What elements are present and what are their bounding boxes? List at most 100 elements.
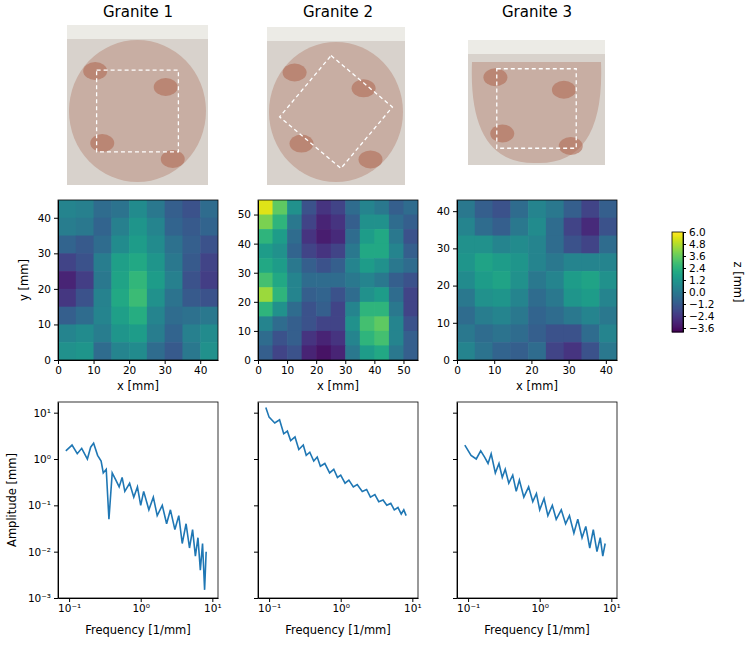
colorbar-swatch bbox=[672, 309, 683, 311]
heatmap-cell bbox=[528, 342, 546, 360]
heatmap-cell bbox=[510, 289, 528, 307]
heatmap-cell bbox=[111, 324, 129, 342]
heatmap-cell bbox=[403, 302, 418, 317]
heatmap-cell bbox=[510, 307, 528, 325]
colorbar-swatch bbox=[672, 262, 683, 264]
x-axis: 10⁻¹10⁰10¹ bbox=[58, 598, 222, 614]
heatmap-cell bbox=[345, 345, 360, 360]
ruler bbox=[267, 27, 405, 41]
heatmap-cell bbox=[302, 302, 317, 317]
heatmap-cell bbox=[345, 331, 360, 346]
photo-background bbox=[267, 27, 405, 185]
tick-mark bbox=[683, 268, 686, 269]
tick: 10 bbox=[238, 325, 258, 337]
x-axis: 10⁻¹10⁰10¹ bbox=[258, 598, 422, 614]
heatmap-cell bbox=[273, 316, 288, 331]
heatmap-cell bbox=[457, 200, 475, 218]
tick: 10⁻³ bbox=[28, 592, 58, 604]
tick-label: 40 bbox=[600, 364, 613, 376]
heatmap-cell bbox=[111, 253, 129, 271]
y-axis bbox=[453, 403, 458, 599]
colorbar-swatch bbox=[672, 261, 683, 263]
rock-grain bbox=[359, 150, 383, 168]
heatmap-cell bbox=[76, 324, 94, 342]
heatmap-cell bbox=[581, 236, 599, 254]
heatmap-cell bbox=[546, 289, 564, 307]
heatmap-cell bbox=[147, 307, 165, 325]
tick-mark bbox=[453, 323, 457, 324]
rock-grain bbox=[283, 64, 307, 82]
colorbar-swatch bbox=[672, 322, 683, 324]
tick: 10 bbox=[281, 360, 294, 376]
heatmap-cell bbox=[457, 218, 475, 236]
heatmap-cell bbox=[147, 253, 165, 271]
tick-label: 0.0 bbox=[689, 286, 706, 298]
heatmap-cell bbox=[316, 331, 331, 346]
heatmap-cell bbox=[564, 253, 582, 271]
tick: −1.2 bbox=[683, 298, 715, 310]
heatmap-cell bbox=[331, 316, 346, 331]
heatmap-cell bbox=[58, 236, 76, 254]
tick-label: 10 bbox=[38, 318, 51, 330]
tick-label: 10⁰ bbox=[132, 602, 150, 614]
heatmap-cell bbox=[403, 316, 418, 331]
colorbar-swatch bbox=[672, 265, 683, 267]
axis-line bbox=[458, 598, 618, 599]
heatmap-cell bbox=[316, 287, 331, 302]
tick-mark bbox=[54, 360, 58, 361]
y-axis-title: Amplitude [mm] bbox=[5, 453, 19, 547]
tick-label: 10 bbox=[281, 364, 294, 376]
heatmap-cell bbox=[510, 271, 528, 289]
heatmap-cells bbox=[258, 200, 418, 360]
heatmap-cell bbox=[493, 236, 511, 254]
heatmap-cell bbox=[165, 289, 183, 307]
colorbar-swatch bbox=[672, 294, 683, 296]
heatmap-cell bbox=[258, 273, 273, 288]
y-axis bbox=[254, 403, 259, 599]
heatmap-cell bbox=[287, 215, 302, 230]
colorbar-swatch bbox=[672, 310, 683, 312]
colorbar-swatch bbox=[672, 268, 683, 270]
tick-mark bbox=[254, 459, 258, 460]
colorbar-swatch bbox=[672, 330, 683, 332]
heatmap-cell bbox=[165, 200, 183, 218]
tick-label: 10¹ bbox=[603, 602, 621, 614]
tick-label: 40 bbox=[238, 237, 251, 249]
tick: 10 bbox=[488, 360, 501, 376]
heatmap-cell bbox=[345, 287, 360, 302]
tick-label: 50 bbox=[238, 208, 251, 220]
heatmap-cell bbox=[581, 324, 599, 342]
colorbar-swatch bbox=[672, 251, 683, 253]
tick: 20 bbox=[238, 296, 258, 308]
tick-mark bbox=[54, 289, 58, 290]
tick: 0 bbox=[44, 354, 58, 366]
axis-line bbox=[458, 360, 618, 361]
tick-mark bbox=[453, 286, 457, 287]
heatmap-cell bbox=[200, 218, 218, 236]
heatmap-cell bbox=[475, 218, 493, 236]
heatmap-cell bbox=[58, 271, 76, 289]
colorbar-swatch bbox=[672, 245, 683, 247]
tick-mark bbox=[287, 360, 288, 364]
tick-mark bbox=[94, 360, 95, 364]
rock-grain bbox=[552, 81, 576, 99]
rock-grain bbox=[559, 137, 583, 155]
photo-background bbox=[468, 40, 605, 165]
heatmap-cell bbox=[331, 302, 346, 317]
heatmap-cell bbox=[345, 258, 360, 273]
heatmap-cell bbox=[475, 200, 493, 218]
colorbar-swatch bbox=[672, 286, 683, 288]
colorbar-swatch bbox=[672, 291, 683, 293]
heatmap-cell bbox=[374, 331, 389, 346]
heatmap-cell bbox=[599, 218, 617, 236]
tick: 10 bbox=[87, 360, 100, 376]
heatmap-cell bbox=[129, 218, 147, 236]
colorbar-swatch bbox=[672, 303, 683, 305]
heatmap-cell bbox=[389, 331, 404, 346]
rock-grain bbox=[90, 134, 114, 152]
tick-label: 30 bbox=[437, 242, 450, 254]
heatmap-cell bbox=[564, 307, 582, 325]
colorbar-swatch bbox=[672, 329, 683, 331]
colorbar-swatch bbox=[672, 300, 683, 302]
colorbar-swatch bbox=[672, 295, 683, 297]
